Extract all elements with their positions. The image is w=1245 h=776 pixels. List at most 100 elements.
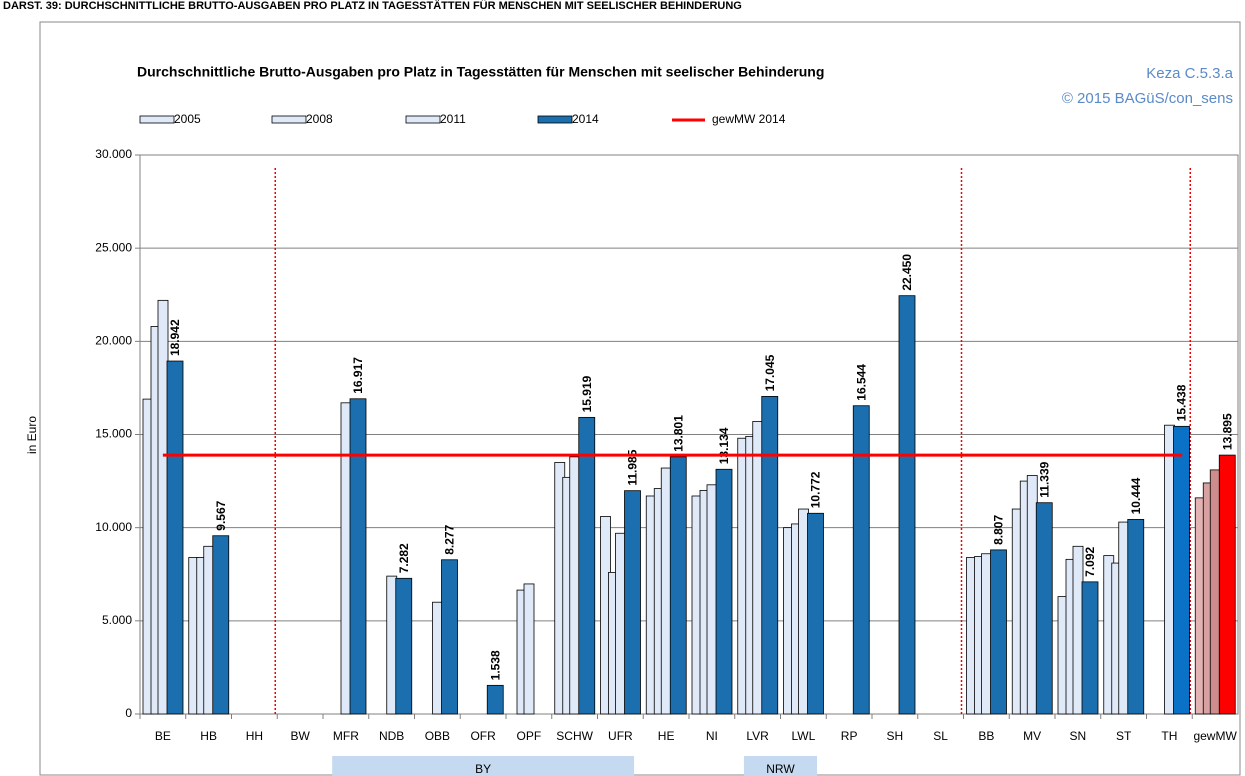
bar xyxy=(578,416,596,715)
legend-label: gewMW 2014 xyxy=(712,112,786,126)
bar xyxy=(798,508,809,715)
bar xyxy=(1072,545,1084,715)
bar xyxy=(157,299,169,715)
bar xyxy=(1164,424,1175,715)
bar xyxy=(569,456,581,715)
data-label: 22.450 xyxy=(900,254,914,291)
data-label: 9.567 xyxy=(214,500,228,530)
data-label: 8.277 xyxy=(443,524,457,554)
bar xyxy=(386,575,398,715)
bar xyxy=(203,545,215,715)
x-tick-label: TH xyxy=(1161,729,1177,743)
bar xyxy=(1081,581,1099,715)
group-label: BY xyxy=(475,762,491,776)
bar xyxy=(1026,475,1038,715)
group-label: NRW xyxy=(766,762,795,776)
x-tick-label: LWL xyxy=(791,729,815,743)
bar xyxy=(981,553,992,715)
data-label: 16.917 xyxy=(351,357,365,394)
legend-label: 2011 xyxy=(440,112,466,126)
y-tick-label: 10.000 xyxy=(95,520,132,534)
x-tick-label: SN xyxy=(1070,729,1087,743)
legend-swatch xyxy=(537,115,573,124)
data-label: 13.801 xyxy=(671,415,685,452)
data-label: 18.942 xyxy=(168,319,182,356)
x-tick-label: NDB xyxy=(379,729,404,743)
x-tick-label: BB xyxy=(978,729,994,743)
x-tick-label: UFR xyxy=(608,729,633,743)
data-label: 16.544 xyxy=(854,364,868,401)
bar xyxy=(486,684,504,715)
bar xyxy=(1218,454,1236,715)
data-label: 11.985 xyxy=(626,449,640,485)
data-label: 7.282 xyxy=(397,543,411,573)
data-label: 7.092 xyxy=(1083,546,1097,576)
bar xyxy=(752,421,764,715)
x-tick-label: OFR xyxy=(470,729,496,743)
bar xyxy=(669,456,687,715)
y-axis-label: in Euro xyxy=(25,416,39,454)
bar xyxy=(624,490,641,715)
bar xyxy=(395,577,413,715)
bar xyxy=(1127,518,1145,715)
bar xyxy=(432,601,443,715)
bar xyxy=(715,468,733,715)
legend-label: 2005 xyxy=(174,112,201,126)
x-tick-label: SH xyxy=(887,729,904,743)
legend-swatch xyxy=(405,115,441,124)
bar xyxy=(615,532,626,715)
data-label: 1.538 xyxy=(488,650,502,680)
legend-swatch xyxy=(271,115,307,124)
y-tick-label: 20.000 xyxy=(95,334,132,348)
x-tick-label: RP xyxy=(841,729,858,743)
x-tick-label: SCHW xyxy=(556,729,593,743)
x-tick-label: HB xyxy=(200,729,217,743)
x-tick-label: BW xyxy=(290,729,310,743)
data-label: 15.438 xyxy=(1175,384,1189,421)
chart-title: Durchschnittliche Brutto-Ausgaben pro Pl… xyxy=(137,64,824,80)
x-tick-label: OBB xyxy=(425,729,450,743)
x-tick-label: SL xyxy=(933,729,948,743)
x-tick-label: BE xyxy=(155,729,171,743)
bar xyxy=(1035,502,1053,715)
y-tick-label: 25.000 xyxy=(95,240,132,254)
bar xyxy=(852,405,870,715)
caption: DARST. 39: DURCHSCHNITTLICHE BRUTTO-AUSG… xyxy=(3,0,742,12)
bar xyxy=(166,360,184,715)
x-tick-label: HH xyxy=(246,729,263,743)
bar xyxy=(1118,521,1130,715)
bar xyxy=(349,398,367,715)
bar xyxy=(706,484,718,715)
x-tick-label: MFR xyxy=(333,729,359,743)
x-tick-label: MV xyxy=(1023,729,1041,743)
data-label: 10.444 xyxy=(1129,477,1143,514)
bar xyxy=(523,583,535,715)
bar xyxy=(1209,469,1221,715)
x-tick-label: ST xyxy=(1116,729,1132,743)
group-box xyxy=(743,756,818,776)
bar xyxy=(441,559,458,715)
data-label: 11.339 xyxy=(1037,461,1051,497)
data-label: 10.772 xyxy=(809,471,823,508)
y-tick-label: 0 xyxy=(125,706,132,720)
bar xyxy=(761,395,779,715)
y-tick-label: 5.000 xyxy=(102,613,132,627)
y-tick-label: 15.000 xyxy=(95,427,132,441)
y-tick-label: 30.000 xyxy=(95,147,132,161)
bar xyxy=(807,512,824,715)
bar xyxy=(660,467,672,715)
bar xyxy=(212,535,230,715)
x-tick-label: HE xyxy=(658,729,675,743)
data-label: 8.807 xyxy=(992,515,1006,545)
data-label: 15.919 xyxy=(580,375,594,412)
legend-label: 2014 xyxy=(572,112,599,126)
bar xyxy=(990,549,1007,715)
bar xyxy=(1173,425,1190,715)
source: Keza C.5.3.a xyxy=(1146,65,1233,82)
bar xyxy=(898,295,916,715)
x-tick-label: gewMW xyxy=(1193,729,1237,743)
x-tick-label: LVR xyxy=(746,729,769,743)
data-label: 13.895 xyxy=(1220,413,1234,450)
bar xyxy=(340,402,352,715)
